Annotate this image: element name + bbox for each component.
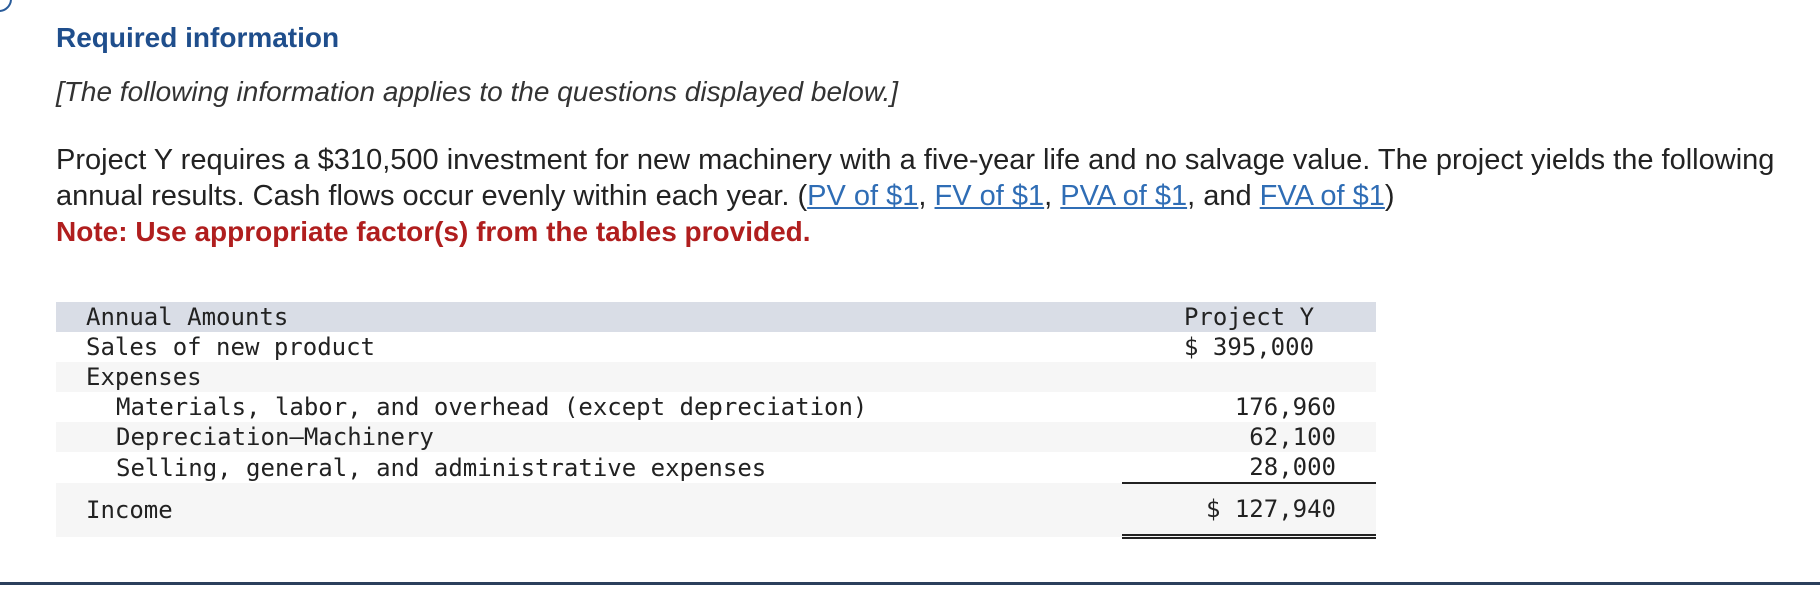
note-text: Note: Use appropriate factor(s) from the… (56, 216, 811, 247)
header-label: Annual Amounts (56, 302, 1122, 332)
row-label: Sales of new product (56, 332, 1122, 362)
required-info-section: Required information [The following info… (56, 18, 1776, 250)
separator: , (1044, 180, 1061, 212)
row-value: $ 127,940 (1122, 483, 1376, 539)
row-value: 62,100 (1122, 422, 1376, 452)
problem-text: Project Y requires a $310,500 investment… (56, 144, 1775, 212)
row-value: 176,960 (1122, 392, 1376, 422)
row-label: Selling, general, and administrative exp… (56, 452, 1122, 483)
annual-amounts-table: Annual Amounts Project Y Sales of new pr… (56, 302, 1376, 539)
fv-of-1-link[interactable]: FV of $1 (934, 180, 1045, 212)
row-label: Materials, labor, and overhead (except d… (56, 392, 1122, 422)
row-label: Income (56, 483, 1122, 537)
bottom-divider (0, 582, 1820, 585)
row-label: Expenses (56, 362, 1122, 392)
separator: , (918, 180, 935, 212)
pv-of-1-link[interactable]: PV of $1 (807, 180, 919, 212)
separator: , and (1187, 180, 1260, 212)
table-row: Selling, general, and administrative exp… (56, 452, 1376, 484)
row-value (1122, 362, 1376, 392)
required-info-title: Required information (56, 22, 340, 53)
fva-of-1-link[interactable]: FVA of $1 (1259, 180, 1385, 212)
pva-of-1-link[interactable]: PVA of $1 (1060, 180, 1188, 212)
table-row: Expenses (56, 362, 1376, 392)
table-header-row: Annual Amounts Project Y (56, 302, 1376, 332)
row-label: Depreciation—Machinery (56, 422, 1122, 452)
row-value: 28,000 (1122, 452, 1376, 484)
header-value: Project Y (1122, 302, 1376, 332)
table-row: Sales of new product $ 395,000 (56, 332, 1376, 362)
info-subtitle: [The following information applies to th… (56, 76, 899, 107)
table-row: Depreciation—Machinery 62,100 (56, 422, 1376, 452)
table-row: Materials, labor, and overhead (except d… (56, 392, 1376, 422)
row-value: $ 395,000 (1122, 332, 1376, 362)
close-paren: ) (1384, 180, 1395, 212)
corner-decoration (0, 0, 12, 12)
problem-statement: Project Y requires a $310,500 investment… (56, 142, 1776, 214)
income-row: Income $ 127,940 (56, 483, 1376, 539)
